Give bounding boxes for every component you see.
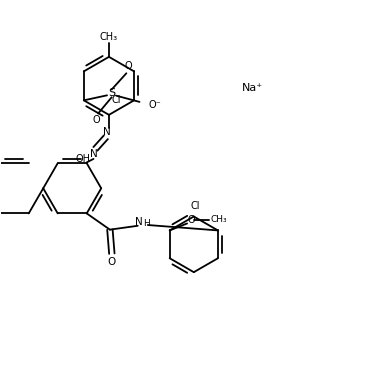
Text: O: O	[108, 257, 116, 267]
Text: Cl: Cl	[111, 95, 121, 105]
Text: O: O	[125, 61, 132, 71]
Text: Na⁺: Na⁺	[241, 83, 263, 93]
Text: O⁻: O⁻	[148, 100, 161, 110]
Text: OH: OH	[75, 154, 90, 164]
Text: O: O	[187, 215, 195, 224]
Text: Cl: Cl	[191, 201, 201, 211]
Text: N: N	[135, 217, 142, 227]
Text: N: N	[103, 127, 111, 137]
Text: O: O	[92, 115, 100, 126]
Text: CH₃: CH₃	[100, 32, 118, 42]
Text: N: N	[90, 149, 97, 158]
Text: S: S	[108, 88, 115, 99]
Text: CH₃: CH₃	[211, 215, 227, 224]
Text: H: H	[144, 219, 150, 228]
